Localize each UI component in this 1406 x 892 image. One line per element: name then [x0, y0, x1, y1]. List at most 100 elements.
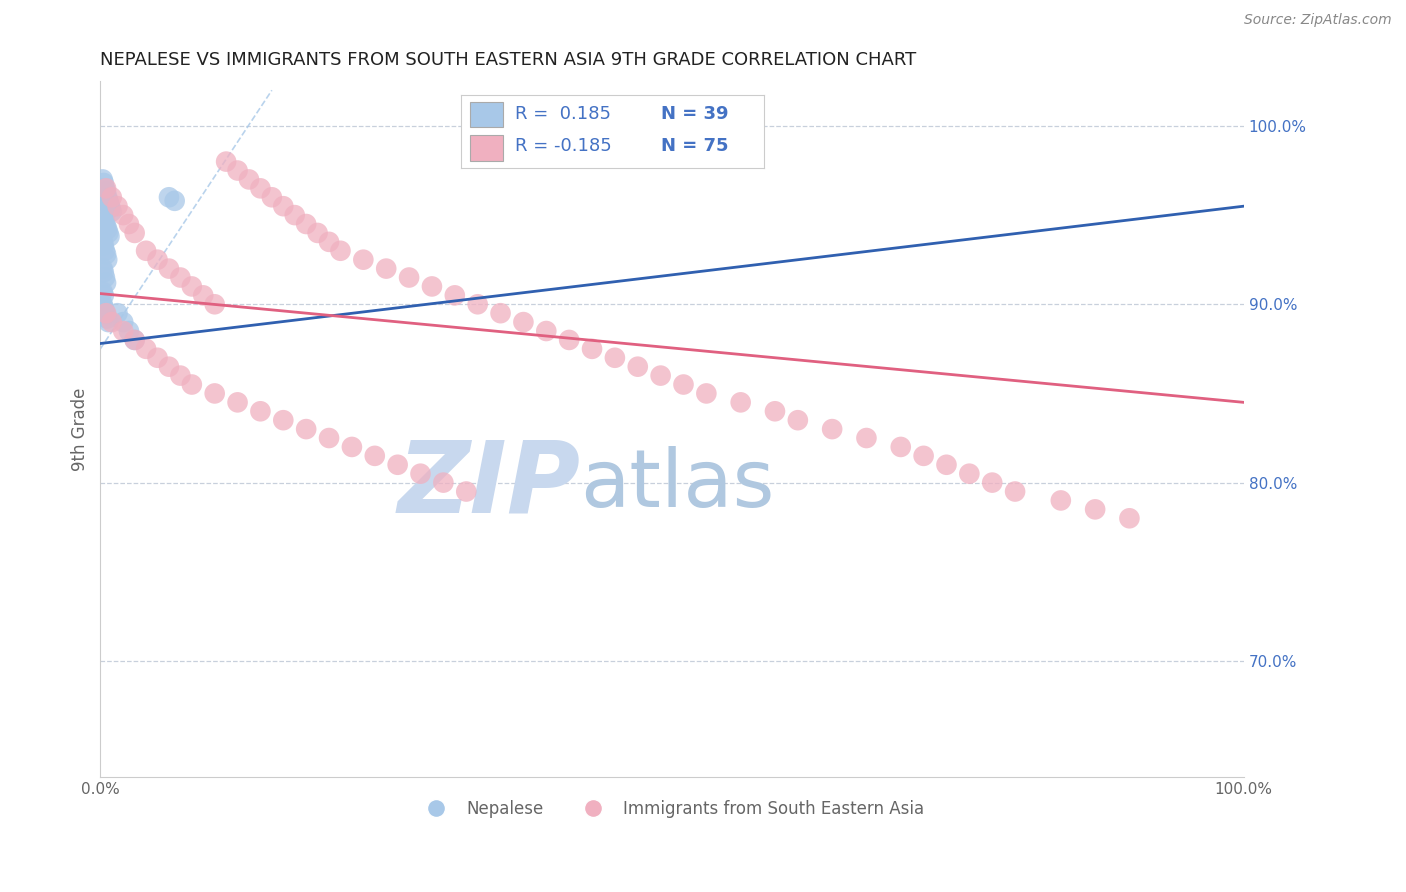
Point — [375, 261, 398, 276]
Point — [627, 359, 650, 374]
Point — [318, 235, 340, 249]
Point — [1118, 511, 1140, 525]
Point — [329, 244, 352, 258]
Point — [318, 431, 340, 445]
Point — [124, 333, 146, 347]
Point — [94, 308, 117, 322]
Point — [101, 315, 124, 329]
Point — [489, 306, 512, 320]
Point — [112, 315, 135, 329]
Point — [94, 306, 117, 320]
Point — [107, 306, 129, 320]
Point — [112, 324, 135, 338]
Point — [271, 199, 294, 213]
Point — [94, 270, 117, 285]
Point — [730, 395, 752, 409]
Text: ZIP: ZIP — [398, 436, 581, 533]
Point — [284, 208, 307, 222]
Point — [107, 199, 129, 213]
Point — [226, 163, 249, 178]
Point — [420, 279, 443, 293]
Point — [96, 252, 118, 267]
Point — [97, 226, 120, 240]
Y-axis label: 9th Grade: 9th Grade — [72, 387, 89, 471]
Point — [94, 244, 117, 258]
Point — [215, 154, 238, 169]
Point — [93, 301, 115, 315]
Point — [135, 342, 157, 356]
Point — [763, 404, 786, 418]
Point — [146, 252, 169, 267]
Point — [204, 386, 226, 401]
Point — [180, 377, 202, 392]
Point — [157, 261, 180, 276]
Point — [93, 288, 115, 302]
Point — [650, 368, 672, 383]
Point — [1050, 493, 1073, 508]
Point — [821, 422, 844, 436]
Point — [295, 422, 318, 436]
Point — [307, 226, 329, 240]
Point — [94, 304, 117, 318]
Text: NEPALESE VS IMMIGRANTS FROM SOUTH EASTERN ASIA 9TH GRADE CORRELATION CHART: NEPALESE VS IMMIGRANTS FROM SOUTH EASTER… — [100, 51, 917, 69]
Point — [169, 368, 191, 383]
Point — [97, 315, 120, 329]
Point — [249, 181, 271, 195]
Point — [271, 413, 294, 427]
Point — [855, 431, 877, 445]
Point — [672, 377, 695, 392]
Point — [238, 172, 260, 186]
Point — [193, 288, 215, 302]
Point — [786, 413, 808, 427]
Point — [91, 208, 114, 222]
Point — [443, 288, 465, 302]
Point — [93, 176, 115, 190]
Point — [100, 201, 122, 215]
Text: Source: ZipAtlas.com: Source: ZipAtlas.com — [1244, 13, 1392, 28]
Point — [93, 211, 115, 226]
Point — [93, 265, 115, 279]
Point — [96, 190, 118, 204]
Point — [456, 484, 478, 499]
Point — [94, 181, 117, 195]
Point — [352, 252, 374, 267]
Point — [101, 204, 124, 219]
Point — [94, 215, 117, 229]
Point — [387, 458, 409, 472]
Point — [340, 440, 363, 454]
Point — [135, 244, 157, 258]
Point — [93, 238, 115, 252]
Point — [96, 222, 118, 236]
Point — [295, 217, 318, 231]
Point — [94, 247, 117, 261]
Point — [249, 404, 271, 418]
Point — [180, 279, 202, 293]
Point — [226, 395, 249, 409]
Point — [1084, 502, 1107, 516]
Point — [260, 190, 283, 204]
Point — [364, 449, 387, 463]
Point — [957, 467, 980, 481]
Point — [94, 219, 117, 233]
Point — [118, 324, 141, 338]
Point — [169, 270, 191, 285]
Point — [112, 208, 135, 222]
Point — [101, 190, 124, 204]
Point — [98, 197, 121, 211]
Point — [409, 467, 432, 481]
Point — [695, 386, 717, 401]
Point — [398, 270, 420, 285]
Point — [118, 217, 141, 231]
Point — [91, 235, 114, 249]
Point — [91, 172, 114, 186]
Point — [163, 194, 186, 208]
Point — [98, 229, 121, 244]
Point — [157, 359, 180, 374]
Point — [204, 297, 226, 311]
Point — [91, 261, 114, 276]
Point — [97, 194, 120, 208]
Point — [124, 333, 146, 347]
Point — [157, 190, 180, 204]
Point — [94, 276, 117, 290]
Point — [467, 297, 489, 311]
